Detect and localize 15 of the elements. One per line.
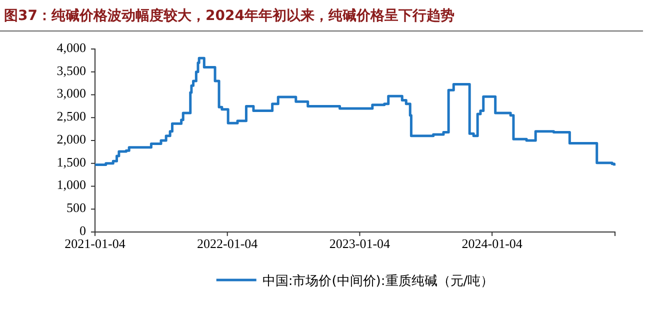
x-tick-label: 2021-01-04	[64, 236, 126, 252]
y-tick-label: 4,000	[56, 40, 86, 55]
x-tick-label: 2022-01-04	[197, 236, 258, 252]
chart-title: 图37：纯碱价格波动幅度较大，2024年年初以来，纯碱价格呈下行趋势	[4, 7, 454, 24]
y-tick-label: 1,000	[56, 177, 86, 192]
y-tick-label: 1,500	[56, 154, 86, 170]
x-tick-label: 2023-01-04	[329, 236, 391, 252]
y-tick-label: 0	[80, 222, 86, 238]
x-tick-label: 2024-01-04	[462, 236, 523, 252]
y-tick-label: 3,500	[56, 62, 86, 78]
y-tick-label: 2,000	[56, 131, 86, 146]
y-tick-label: 2,500	[56, 108, 86, 124]
y-tick-label: 500	[66, 200, 86, 215]
legend-label: 中国:市场价(中间价):重质纯碱（元/吨）	[262, 274, 494, 289]
y-tick-label: 3,000	[56, 86, 86, 101]
